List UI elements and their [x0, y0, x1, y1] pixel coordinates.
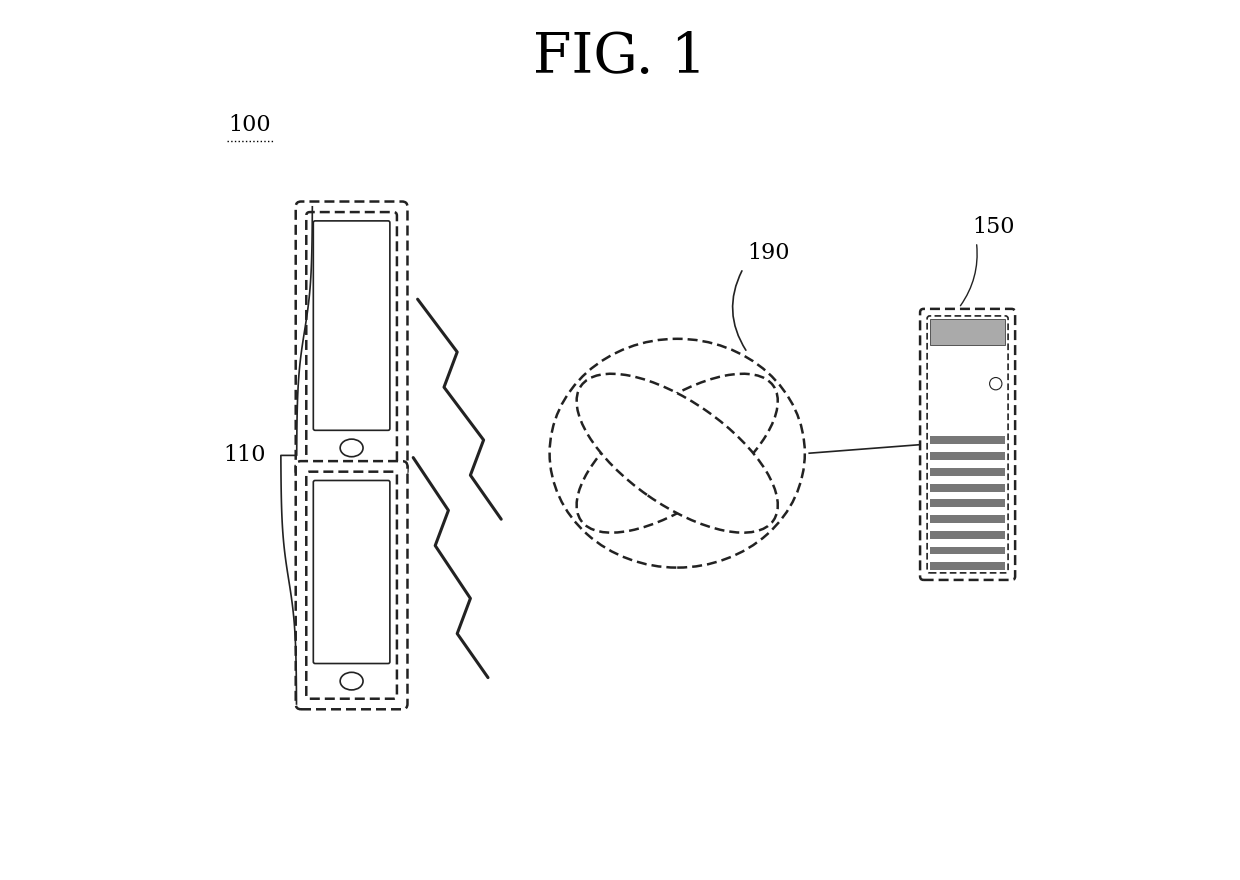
Bar [930, 319, 1006, 345]
Ellipse shape [549, 339, 805, 568]
Circle shape [990, 378, 1002, 390]
Ellipse shape [340, 439, 363, 457]
Ellipse shape [577, 374, 777, 532]
FancyBboxPatch shape [920, 309, 1016, 580]
Text: 190: 190 [748, 242, 790, 264]
Bar [930, 562, 1006, 570]
Text: 100: 100 [228, 114, 272, 136]
Bar [930, 515, 1006, 523]
Bar [930, 436, 1006, 444]
Bar [930, 452, 1006, 460]
FancyBboxPatch shape [314, 480, 389, 664]
Bar [930, 468, 1006, 476]
FancyBboxPatch shape [295, 461, 408, 709]
Text: FIG. 1: FIG. 1 [533, 30, 707, 84]
FancyBboxPatch shape [314, 221, 389, 430]
Bar [930, 531, 1006, 539]
Text: 110: 110 [223, 444, 265, 466]
Ellipse shape [577, 374, 777, 532]
Ellipse shape [340, 672, 363, 690]
Text: 150: 150 [972, 216, 1014, 238]
Bar [930, 546, 1006, 554]
FancyBboxPatch shape [928, 316, 1008, 573]
FancyBboxPatch shape [295, 202, 408, 476]
Bar [930, 500, 1006, 507]
Bar [930, 484, 1006, 492]
FancyBboxPatch shape [306, 472, 397, 699]
FancyBboxPatch shape [306, 212, 397, 466]
